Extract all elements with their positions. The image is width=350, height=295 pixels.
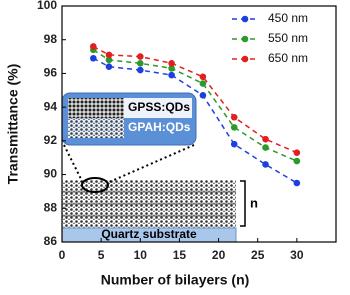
marker [262,144,269,151]
marker [230,140,238,148]
marker [230,124,238,131]
legend-label: 450 nm [268,11,308,25]
marker [293,157,301,165]
annotation: GPSS:QDs [128,100,190,114]
marker [199,80,207,87]
marker [90,43,97,50]
zoom-line [106,144,195,184]
bracket [240,180,246,227]
y-tick-label: 90 [44,167,58,181]
y-tick-label: 88 [44,200,58,214]
y-tick-label: 96 [44,66,58,80]
legend-label: 650 nm [268,51,308,65]
marker [105,51,113,59]
marker [262,161,269,168]
marker [230,113,238,121]
series-line [92,57,298,184]
x-tick-label: 10 [134,248,148,262]
legend-marker [241,15,249,23]
marker [168,71,175,79]
plot-frame [61,5,337,243]
legend-marker [241,55,249,63]
marker [262,135,269,143]
marker [168,60,175,67]
y-tick-label: 92 [44,133,58,147]
marker [136,60,144,67]
marker [168,65,175,72]
layer-gpss [68,98,124,118]
annotation: GPAH:QDs [128,120,191,134]
legend-label: 550 nm [268,31,308,45]
x-tick-label: 5 [98,248,105,262]
inset-diagram: GPSS:QDs GPAH:QDs Quartz substrate n [61,92,258,243]
x-tick-label: 0 [59,248,66,262]
y-tick-label: 100 [37,0,57,12]
marker [293,179,301,187]
marker [136,53,144,60]
marker [199,92,207,99]
series-line [92,45,298,154]
marker [105,63,113,70]
marker [136,66,144,74]
marker [90,54,97,62]
y-axis-title: Transmittance (%) [5,64,21,185]
x-tick-label: 25 [251,248,265,262]
y-tick-label: 94 [44,99,58,113]
series-line [92,49,298,162]
zoom-line [63,144,84,184]
zoom-ellipse [81,177,109,193]
annotation: Quartz substrate [101,227,197,241]
y-tick-label: 98 [44,32,58,46]
x-tick-label: 20 [212,248,226,262]
x-tick-label: 15 [173,248,187,262]
x-axis-title: Number of bilayers (n) [101,272,250,288]
marker [199,73,207,81]
annotation: n [250,195,258,210]
y-tick-label: 86 [44,234,58,248]
marker [293,149,301,156]
layer-gpah [68,118,124,138]
x-tick-label: 30 [290,248,304,262]
label-band [124,98,192,118]
legend-marker [241,35,249,43]
marker [105,56,113,64]
